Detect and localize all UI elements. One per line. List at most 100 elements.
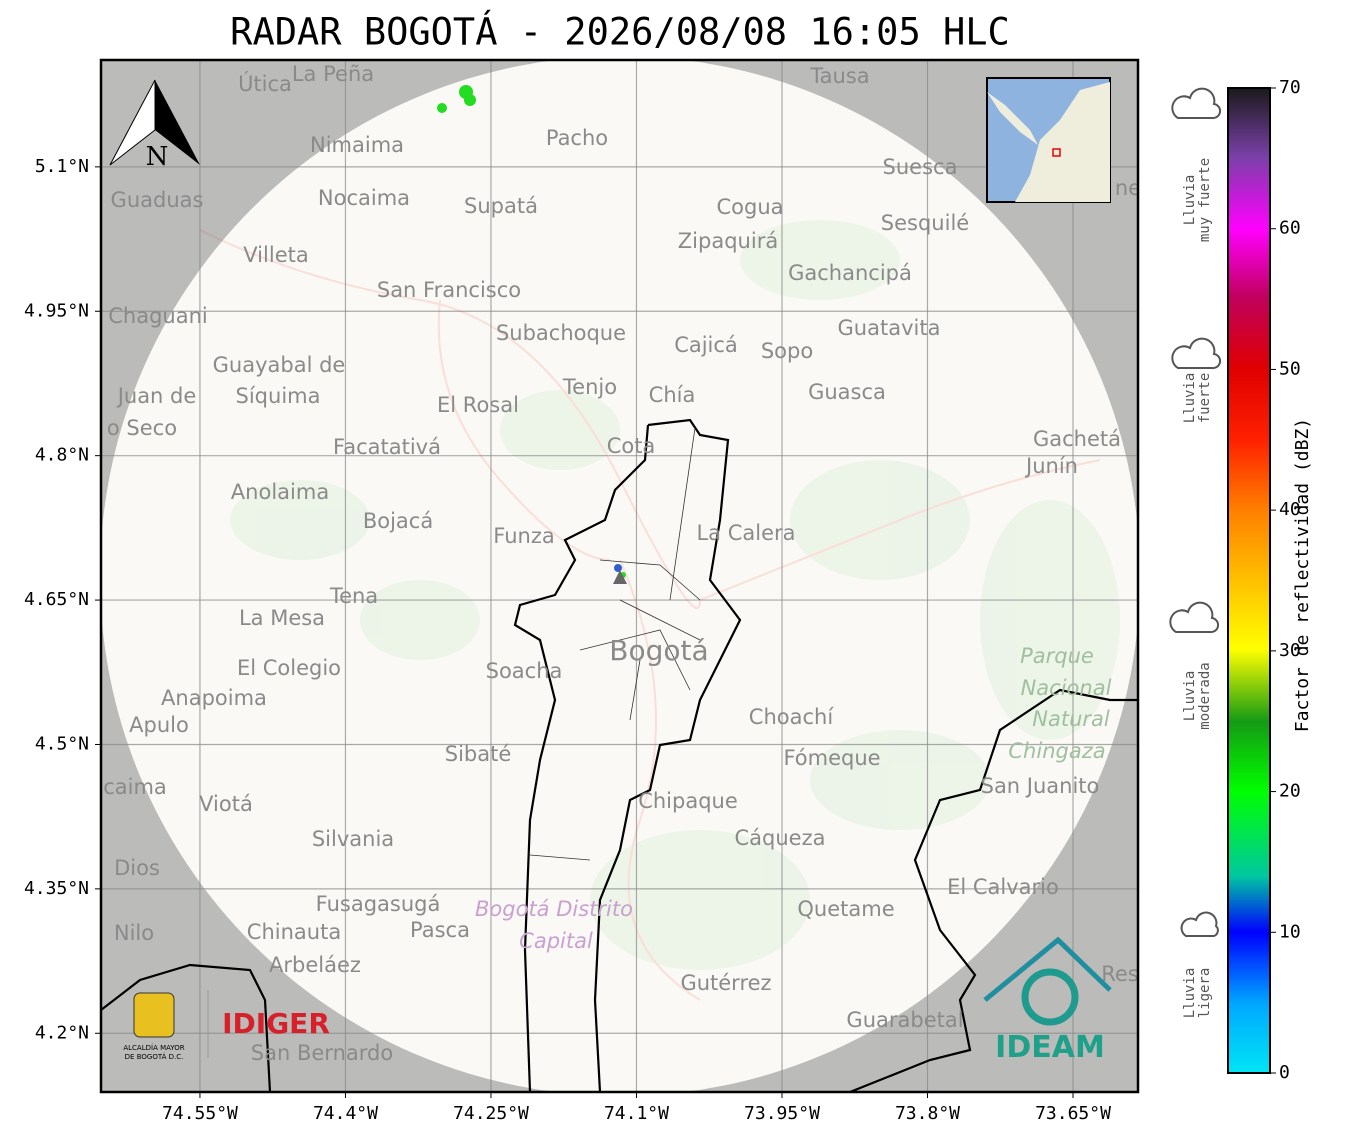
place-label: La Mesa — [239, 606, 325, 630]
place-label: Guayabal de — [213, 353, 346, 377]
place-label: Síquima — [236, 384, 321, 408]
place-label: Cajicá — [674, 333, 738, 357]
rain-category-line: ligera — [1197, 968, 1213, 1019]
place-label: Subachoque — [496, 321, 626, 345]
inset-map — [986, 77, 1111, 203]
idiger-logo: IDIGER — [222, 1007, 330, 1040]
place-label: La Calera — [696, 521, 795, 545]
place-label: Junín — [1024, 454, 1078, 478]
place-label: El Rosal — [437, 393, 519, 417]
place-label: Chipaque — [638, 789, 738, 813]
colorbar-tick-label: 30 — [1279, 640, 1301, 661]
place-label: Bogotá — [609, 634, 708, 667]
place-label: Funza — [493, 524, 554, 548]
place-label: Sesquilé — [881, 211, 969, 235]
place-label: Útica — [238, 71, 292, 96]
place-label: La Peña — [292, 62, 374, 86]
place-label: San Bernardo — [251, 1041, 393, 1065]
place-label: Cogua — [716, 195, 783, 219]
colorbar-tick-label: 0 — [1279, 1062, 1290, 1083]
north-arrow: N — [109, 79, 200, 172]
y-tick-label: 4.65°N — [24, 589, 89, 610]
alcaldia-line-2: DE BOGOTÁ D.C. — [125, 1052, 184, 1061]
place-label: Viotá — [199, 792, 253, 816]
place-label: Quetame — [797, 897, 894, 921]
place-label: El Calvario — [947, 875, 1059, 899]
place-label: Sibaté — [445, 742, 512, 766]
title: RADAR BOGOTÁ - 2026/08/08 16:05 HLC — [230, 10, 1010, 54]
place-label: Chaguani — [108, 304, 208, 328]
localities — [529, 427, 701, 861]
radar-site — [613, 570, 627, 584]
place-label: Suesca — [883, 155, 958, 179]
place-label: San Francisco — [377, 278, 521, 302]
colorbar-tick-label: 50 — [1279, 358, 1301, 379]
place-label: Tausa — [809, 64, 869, 88]
place-label: ne — [1115, 176, 1141, 200]
place-label: Zipaquirá — [678, 229, 778, 253]
place-label: Guaduas — [111, 188, 204, 212]
rain-category: Lluviamuy fuerte — [1182, 158, 1213, 242]
place-label: Dios — [114, 856, 160, 880]
x-tick-label: 74.1°W — [604, 1103, 669, 1124]
place-label: Juan de — [116, 384, 197, 408]
place-label: Chía — [649, 383, 696, 407]
place-label: Sopo — [761, 339, 813, 363]
rain-category: Lluviafuerte — [1182, 373, 1213, 424]
place-label: Res — [1101, 962, 1139, 986]
place-label: Gachetá — [1033, 427, 1121, 451]
x-tick-label: 73.65°W — [1035, 1103, 1111, 1124]
place-label: o Seco — [107, 416, 177, 440]
rain-category-line: Lluvia — [1182, 671, 1198, 722]
place-label: Anolaima — [231, 480, 329, 504]
colorbar-tick-label: 70 — [1279, 77, 1301, 98]
place-label: Fusagasugá — [316, 892, 441, 916]
y-tick-label: 4.2°N — [35, 1022, 89, 1043]
grid — [101, 60, 1138, 1092]
y-tick-label: 4.95°N — [24, 300, 89, 321]
x-tick-label: 73.95°W — [744, 1103, 820, 1124]
place-label: Pacho — [546, 126, 608, 150]
boundaries — [101, 418, 1138, 1092]
rain-categories: Lluviamuy fuerteLluviafuerteLluviamodera… — [1169, 87, 1222, 1019]
y-tick-label: 4.8°N — [35, 445, 89, 466]
place-label: Tena — [329, 584, 378, 608]
rain-category-line: Lluvia — [1182, 175, 1198, 226]
y-tick-label: 5.1°N — [35, 156, 89, 177]
place-label: Gachancipá — [788, 261, 912, 285]
x-tick-label: 74.25°W — [453, 1103, 529, 1124]
park-label: Capital — [519, 929, 593, 953]
place-label: Cota — [607, 434, 656, 458]
place-label: Villeta — [243, 243, 308, 267]
place-label: San Juanito — [981, 774, 1100, 798]
place-label: Fómeque — [783, 746, 880, 770]
park-label: Chingaza — [1008, 739, 1105, 763]
place-label: Silvania — [312, 827, 394, 851]
place-label: Nocaima — [318, 186, 410, 210]
place-label: Nilo — [114, 921, 154, 945]
x-tick-label: 74.55°W — [162, 1103, 238, 1124]
place-label: Chinauta — [247, 920, 341, 944]
colorbar-ticks: 0 10 20 30 40 50 60 70 — [1270, 77, 1301, 1083]
ideam-logo: IDEAM — [995, 1030, 1105, 1065]
colorbar-label: Factor de reflectividad (dBZ) — [1292, 418, 1313, 732]
park-label: Natural — [1032, 707, 1110, 731]
north-label: N — [146, 142, 169, 172]
colorbar — [1227, 87, 1271, 1074]
place-label: Nimaima — [310, 133, 404, 157]
rain-category-line: muy fuerte — [1197, 158, 1213, 242]
place-label: El Colegio — [237, 656, 341, 680]
x-tick-label: 73.8°W — [895, 1103, 960, 1124]
place-label: Guatavita — [838, 316, 941, 340]
map-frame — [99, 58, 1140, 1094]
place-label: Pasca — [410, 918, 470, 942]
colorbar-tick-label: 40 — [1279, 499, 1301, 520]
y-tick-label: 4.35°N — [24, 878, 89, 899]
logos: ALCALDÍA MAYOR DE BOGOTÁ D.C. IDIGER IDE… — [123, 936, 1112, 1065]
park-label: Parque — [1020, 644, 1094, 668]
place-label: Gutérrez — [680, 971, 771, 995]
place-label: caima — [103, 775, 167, 799]
rain-category: Lluvialigera — [1182, 968, 1213, 1019]
